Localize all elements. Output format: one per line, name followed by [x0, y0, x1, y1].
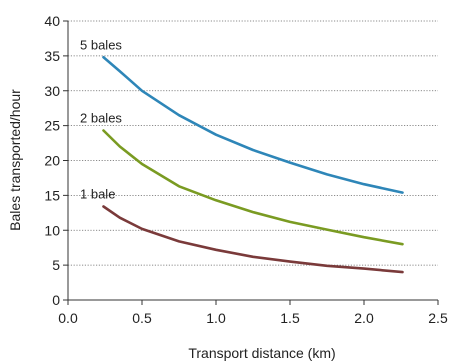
series-label-1: 2 bales — [80, 111, 122, 126]
series-label-0: 5 bales — [80, 37, 122, 52]
y-axis-ticks: 0 5 10 15 20 25 30 35 40 — [44, 13, 68, 308]
x-tick-label: 1.0 — [206, 310, 226, 326]
series-line-2 — [102, 205, 404, 274]
x-tick-label: 0.0 — [58, 310, 78, 326]
gridlines — [68, 20, 438, 266]
x-axis-ticks: 0.0 0.5 1.0 1.5 2.0 2.5 — [58, 300, 448, 326]
x-tick-label: 2.0 — [354, 310, 374, 326]
series-lines — [102, 56, 404, 274]
y-tick-label: 30 — [44, 83, 60, 99]
y-tick-label: 10 — [44, 222, 60, 238]
y-tick-label: 25 — [44, 118, 60, 134]
series-labels: 5 bales 2 bales 1 bale — [80, 37, 122, 201]
x-tick-label: 0.5 — [132, 310, 152, 326]
y-tick-label: 35 — [44, 48, 60, 64]
series-line-0 — [102, 56, 404, 194]
y-tick-label: 0 — [52, 292, 60, 308]
x-tick-label: 2.5 — [428, 310, 448, 326]
y-tick-label: 5 — [52, 257, 60, 273]
x-tick-label: 1.5 — [280, 310, 300, 326]
y-tick-label: 40 — [44, 13, 60, 29]
series-line-1 — [102, 129, 404, 246]
x-axis-title: Transport distance (km) — [188, 345, 335, 361]
y-tick-label: 15 — [44, 187, 60, 203]
y-tick-label: 20 — [44, 153, 60, 169]
series-label-2: 1 bale — [80, 187, 115, 202]
y-axis-title: Bales transported/hour — [7, 89, 23, 231]
